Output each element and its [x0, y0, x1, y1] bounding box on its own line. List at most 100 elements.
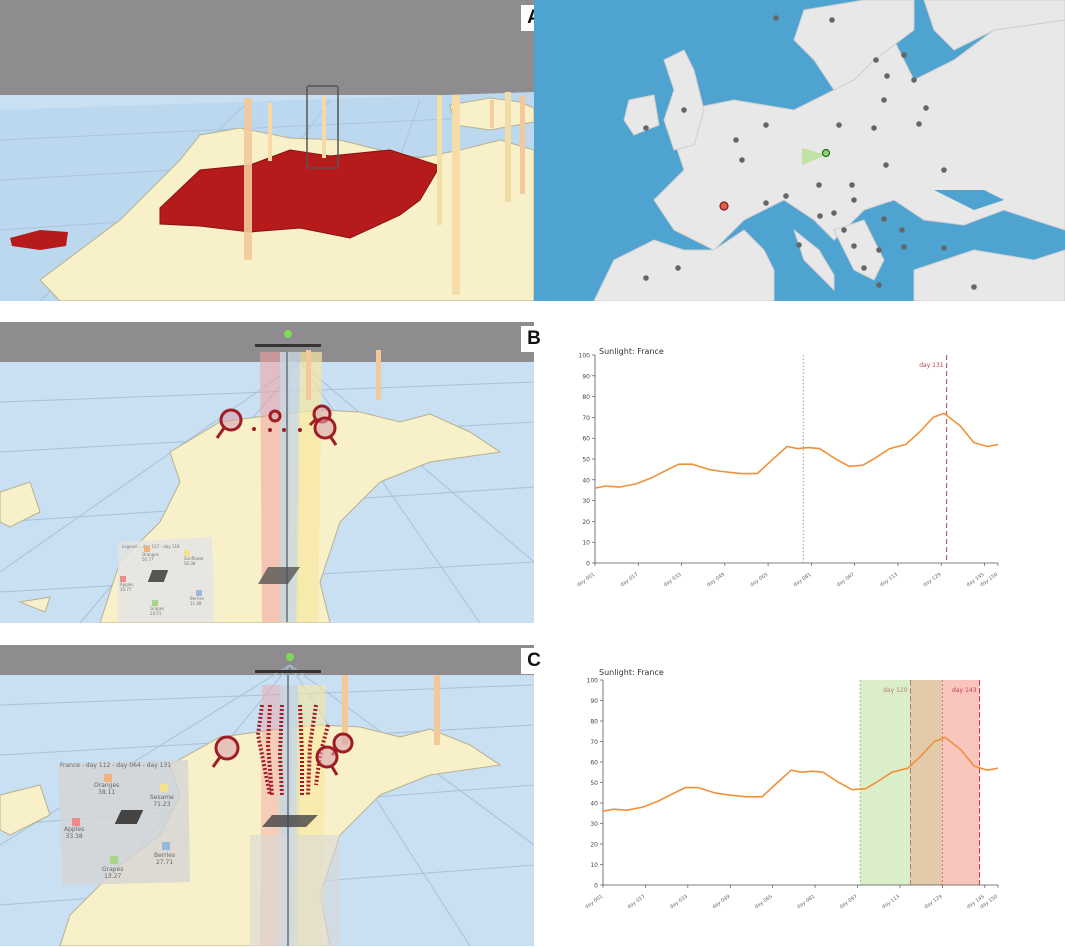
y-tick-label: 20: [590, 842, 598, 849]
highlight-band: [942, 680, 980, 885]
overlay-c-item-oranges: Oranges 38.11: [94, 782, 119, 796]
panel-b-3d-scene: [0, 322, 534, 623]
overlay-c-label: Sesame: [150, 794, 174, 801]
overlay-b-value: 11.48: [190, 601, 202, 606]
x-tick-label: day 097: [836, 572, 856, 589]
x-tick-label: day 001: [584, 894, 604, 911]
overlay-b-card: Legend ... day 117 - day 118 Oranges 50.7…: [118, 542, 214, 622]
chart-c-svg: 0 10 20 30 40 50 60 70 80 90 100 day 001 day 017 day …: [584, 678, 999, 911]
overlay-b-swatch-grapes: [152, 600, 158, 606]
overlay-c-item-sesame: Sesame 71.23: [150, 794, 174, 808]
overlay-b-glyph: [147, 570, 169, 582]
y-tick-label: 80: [582, 394, 590, 401]
marker-label: day 131: [919, 362, 944, 369]
overlay-c-value: 33.38: [65, 833, 83, 840]
chart-b-title: Sunlight: France: [599, 347, 664, 356]
overlay-c-swatch-berries: [162, 842, 170, 850]
y-tick-label: 10: [582, 540, 590, 547]
overlay-b-item-apples: Apples 35.77: [120, 582, 133, 592]
overlay-c-value: 13.27: [104, 873, 122, 880]
x-tick-label: day 065: [749, 572, 769, 589]
y-tick-label: 20: [582, 519, 590, 526]
overlay-c-swatch-sesame: [160, 784, 168, 792]
y-tick-label: 30: [582, 498, 590, 505]
x-tick-label: day 017: [619, 572, 639, 589]
overlay-c-swatch-oranges: [104, 774, 112, 782]
x-tick-label: day 017: [626, 894, 646, 911]
panel-a-3d-scene: [0, 0, 534, 301]
x-tick-label: day 081: [796, 894, 816, 911]
marker-label: day 143: [952, 687, 977, 694]
x-tick-label: day 129: [923, 894, 943, 911]
overlay-b-label: Sunflower: [184, 556, 204, 561]
overlay-b-header: Legend ... day 117 - day 118: [122, 544, 180, 549]
overlay-b-label: Grapes: [150, 606, 165, 611]
overlay-b-item-berries: Berries 11.48: [190, 596, 204, 606]
y-tick-label: 100: [579, 353, 591, 360]
highlight-band: [910, 680, 943, 885]
x-tick-label: day 113: [879, 572, 899, 589]
overlay-b-value: 35.77: [120, 587, 132, 592]
overlay-b-swatch-oranges: [144, 546, 150, 552]
chart-b[interactable]: Sunlight: France 0 10 20 30 40 50 60 70 80 90 100 d…: [565, 335, 1045, 620]
y-tick-label: 0: [586, 561, 590, 568]
y-tick-label: 50: [582, 457, 590, 464]
overlay-c-swatch-apples: [72, 818, 80, 826]
overlay-b-item-sunflower: Sunflower 56.38: [184, 556, 204, 566]
y-tick-label: 100: [587, 678, 599, 685]
overlay-c-card: France - day 112 - day 064 - day 131 Ora…: [58, 760, 190, 882]
overlay-b-value: 56.38: [184, 561, 196, 566]
panel-letter-c: C: [521, 648, 547, 674]
x-tick-label: day 113: [881, 894, 901, 911]
overlay-c-value: 71.23: [153, 801, 171, 808]
panel-b-3d-view[interactable]: [0, 322, 534, 623]
overlay-b-item-grapes: Grapes 24.51: [150, 606, 164, 616]
overlay-c-item-grapes: Grapes 13.27: [102, 866, 123, 880]
overlay-c-label: Grapes: [102, 866, 124, 873]
x-tick-label: day 033: [669, 894, 689, 911]
y-tick-label: 70: [582, 415, 590, 422]
x-tick-label: day 081: [792, 572, 812, 589]
series-line: [594, 412, 999, 489]
y-tick-label: 90: [590, 698, 598, 705]
overlay-c-value: 27.71: [155, 859, 174, 866]
y-tick-label: 90: [582, 373, 590, 380]
overlay-c-item-berries: Berries 27.71: [154, 852, 175, 866]
overlay-c-header: France - day 112 - day 064 - day 131: [60, 762, 172, 769]
overlay-b-label: Oranges: [142, 552, 159, 557]
overlay-c-label: Apples: [64, 826, 85, 833]
highlight-band: [860, 680, 911, 885]
marker-label: day 120: [883, 687, 908, 694]
overlay-c-value: 38.11: [98, 789, 116, 796]
overlay-b-value: 50.77: [142, 557, 154, 562]
overlay-b-item-oranges: Oranges 50.77: [142, 552, 159, 562]
overlay-c-item-apples: Apples 33.38: [64, 826, 84, 840]
y-tick-label: 60: [590, 760, 598, 767]
x-tick-label: day 065: [754, 894, 774, 911]
panel-c-3d-scene: [0, 645, 534, 946]
panel-a-3d-view[interactable]: [0, 0, 534, 301]
x-tick-label: day 097: [839, 894, 859, 911]
chart-b-svg: 0 10 20 30 40 50 60 70 80 90 100 day 001 day 017 day …: [576, 353, 999, 589]
chart-c-title: Sunlight: France: [599, 668, 664, 677]
overlay-c-label: Berries: [154, 852, 176, 859]
y-tick-label: 40: [590, 801, 598, 808]
panel-c-3d-view[interactable]: [0, 645, 534, 946]
x-tick-label: day 049: [711, 894, 731, 911]
x-tick-label: day 033: [663, 572, 683, 589]
overlay-c-swatch-grapes: [110, 856, 118, 864]
overlay-b-value: 24.51: [150, 611, 162, 616]
overlay-b-label: Berries: [190, 596, 205, 601]
x-tick-label: day 129: [922, 572, 942, 589]
y-tick-label: 80: [590, 719, 598, 726]
y-tick-label: 30: [590, 821, 598, 828]
panel-a-europe-map[interactable]: [534, 0, 1065, 301]
y-tick-label: 0: [594, 883, 598, 890]
europe-map-svg: [534, 0, 1065, 301]
overlay-c-label: Oranges: [94, 782, 120, 789]
chart-c[interactable]: Sunlight: France 0 10 20 30 40 50 60 70 80 90 100 d…: [565, 658, 1045, 943]
overlay-b-swatch-apples: [120, 576, 126, 582]
y-tick-label: 50: [590, 780, 598, 787]
y-tick-label: 60: [582, 436, 590, 443]
overlay-b-label: Apples: [120, 582, 134, 587]
